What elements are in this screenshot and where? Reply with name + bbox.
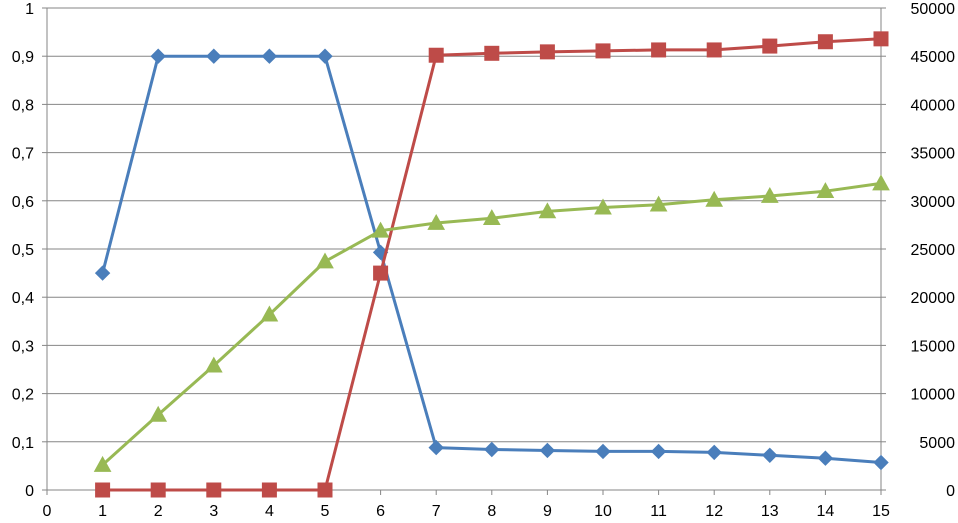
data-point-triangle xyxy=(371,221,390,238)
data-point-square xyxy=(261,482,277,498)
series-line xyxy=(101,181,882,467)
data-point-triangle xyxy=(538,202,557,219)
x-tick-label: 6 xyxy=(376,503,385,520)
y-right-tick-label: 50000 xyxy=(911,1,956,18)
data-point-square xyxy=(373,265,389,281)
x-tick-label: 3 xyxy=(209,503,218,520)
data-point-diamond xyxy=(428,439,444,456)
x-tick-label: 14 xyxy=(817,503,835,520)
x-tick-label: 15 xyxy=(872,503,890,520)
y-right-tick-label: 5000 xyxy=(919,435,955,452)
y-right-tick-label: 15000 xyxy=(911,338,956,355)
data-point-diamond xyxy=(484,441,500,458)
y-right-tick-label: 20000 xyxy=(911,290,956,307)
data-point-triangle xyxy=(872,174,890,191)
data-point-diamond xyxy=(873,454,889,471)
data-point-square xyxy=(428,47,444,63)
y-right-tick-label: 40000 xyxy=(911,97,956,114)
y-right-tick-label: 45000 xyxy=(911,49,956,66)
data-point-diamond xyxy=(706,444,722,461)
x-tick-label: 0 xyxy=(43,503,52,520)
data-point-triangle xyxy=(594,198,612,215)
axes xyxy=(42,7,886,495)
series xyxy=(93,31,890,498)
data-point-triangle xyxy=(149,405,168,422)
y-left-tick-label: 0,1 xyxy=(12,435,34,452)
data-point-diamond xyxy=(261,48,278,64)
data-point-square xyxy=(873,31,889,47)
data-point-square xyxy=(762,38,778,54)
data-point-diamond xyxy=(650,443,667,460)
y-right-tick-label: 25000 xyxy=(911,242,956,259)
data-point-diamond xyxy=(206,48,222,64)
series-2 xyxy=(95,31,889,498)
x-tick-label: 8 xyxy=(487,503,496,520)
x-tick-label: 13 xyxy=(761,503,779,520)
series-3 xyxy=(93,174,890,472)
data-point-square xyxy=(484,45,500,61)
data-point-diamond xyxy=(150,48,166,64)
data-point-triangle xyxy=(260,305,279,322)
data-point-triangle xyxy=(705,190,724,207)
x-tick-label: 9 xyxy=(543,503,552,520)
gridlines xyxy=(47,7,881,443)
data-point-triangle xyxy=(482,209,501,226)
data-point-diamond xyxy=(817,450,834,466)
series-line xyxy=(101,54,882,464)
x-tick-label: 2 xyxy=(154,503,163,520)
data-point-triangle xyxy=(760,186,779,203)
data-point-square xyxy=(595,43,611,59)
data-point-square xyxy=(706,42,722,58)
y-left-tick-label: 0,4 xyxy=(12,290,34,307)
data-point-triangle xyxy=(204,356,223,373)
series-line xyxy=(102,37,882,492)
data-point-square xyxy=(651,42,667,58)
data-point-triangle xyxy=(316,252,334,269)
x-tick-label: 12 xyxy=(705,503,723,520)
data-point-diamond xyxy=(539,442,556,459)
data-point-square xyxy=(150,482,166,498)
data-point-diamond xyxy=(317,48,333,64)
y-right-tick-label: 10000 xyxy=(911,387,956,404)
y-left-tick-label: 0,6 xyxy=(12,194,34,211)
y-right-tick-label: 35000 xyxy=(911,146,956,163)
data-point-diamond xyxy=(595,443,611,460)
y-left-tick-label: 0,9 xyxy=(12,49,34,66)
data-point-square xyxy=(817,34,833,50)
y-left-tick-label: 0,7 xyxy=(12,146,34,163)
y-right-tick-label: 0 xyxy=(946,483,955,500)
y-left-tick-label: 0,3 xyxy=(12,338,34,355)
data-point-triangle xyxy=(427,213,446,230)
data-point-square xyxy=(206,482,222,498)
data-point-diamond xyxy=(94,265,111,281)
y-right-tick-label: 30000 xyxy=(911,194,956,211)
y-left-tick-label: 1 xyxy=(25,1,34,18)
x-tick-label: 10 xyxy=(594,503,612,520)
x-tick-label: 7 xyxy=(432,503,441,520)
series-1 xyxy=(94,48,889,471)
data-point-diamond xyxy=(762,447,778,464)
x-tick-label: 11 xyxy=(650,503,667,520)
data-point-triangle xyxy=(93,455,112,472)
data-point-triangle xyxy=(649,195,668,212)
y-left-tick-label: 0,8 xyxy=(12,97,34,114)
data-point-square xyxy=(539,44,555,60)
data-point-square xyxy=(95,482,111,498)
data-point-triangle xyxy=(816,182,835,199)
x-tick-label: 4 xyxy=(265,503,274,520)
data-point-square xyxy=(317,482,333,498)
tick-labels: 00,10,20,30,40,50,60,70,80,9105000100001… xyxy=(12,1,955,520)
x-tick-label: 1 xyxy=(98,503,107,520)
y-left-tick-label: 0,5 xyxy=(12,242,34,259)
y-left-tick-label: 0 xyxy=(25,483,34,500)
x-tick-label: 5 xyxy=(321,503,330,520)
y-left-tick-label: 0,2 xyxy=(12,387,34,404)
